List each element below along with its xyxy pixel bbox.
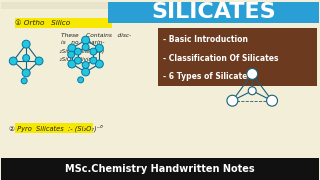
Text: - Classification Of Silicates: - Classification Of Silicates	[163, 53, 278, 62]
Circle shape	[82, 62, 89, 68]
Text: ₂SiO₄ (olivine): ₂SiO₄ (olivine)	[56, 57, 97, 62]
Text: ₂SiO₄ (willemite): ₂SiO₄ (willemite)	[56, 49, 104, 54]
Text: MSc.Chemistry Handwritten Notes: MSc.Chemistry Handwritten Notes	[65, 164, 255, 174]
Circle shape	[22, 40, 30, 48]
FancyBboxPatch shape	[15, 123, 92, 133]
Circle shape	[247, 68, 258, 79]
Circle shape	[68, 51, 75, 58]
Circle shape	[68, 60, 76, 68]
Circle shape	[23, 55, 30, 62]
Circle shape	[95, 44, 103, 52]
Circle shape	[82, 44, 89, 51]
Circle shape	[90, 48, 97, 55]
Circle shape	[95, 60, 103, 68]
Circle shape	[75, 57, 81, 64]
Circle shape	[267, 95, 277, 106]
Circle shape	[90, 57, 97, 64]
Text: SILICATES: SILICATES	[151, 3, 276, 22]
FancyBboxPatch shape	[1, 1, 319, 10]
FancyBboxPatch shape	[1, 158, 319, 180]
Circle shape	[227, 95, 238, 106]
Circle shape	[68, 44, 76, 52]
Text: ① Ortho   Silico: ① Ortho Silico	[15, 20, 70, 26]
Circle shape	[35, 57, 43, 65]
Circle shape	[75, 48, 81, 55]
Circle shape	[82, 68, 90, 76]
Circle shape	[21, 78, 27, 84]
Text: is   no   sharin-: is no sharin-	[61, 40, 104, 45]
FancyBboxPatch shape	[15, 18, 112, 28]
Circle shape	[9, 57, 17, 65]
Text: These    Contains   disc-: These Contains disc-	[61, 33, 131, 38]
FancyBboxPatch shape	[108, 1, 319, 23]
Circle shape	[78, 77, 84, 83]
Text: ② Pyro  Silicates  :- (Si₂O₇)⁻⁶: ② Pyro Silicates :- (Si₂O₇)⁻⁶	[9, 125, 103, 132]
Text: - Basic Introduction: - Basic Introduction	[163, 35, 248, 44]
Text: - 6 Types of Silicates: - 6 Types of Silicates	[163, 72, 252, 81]
Circle shape	[22, 69, 30, 77]
Circle shape	[248, 87, 256, 95]
FancyBboxPatch shape	[158, 28, 317, 86]
Circle shape	[82, 36, 90, 44]
